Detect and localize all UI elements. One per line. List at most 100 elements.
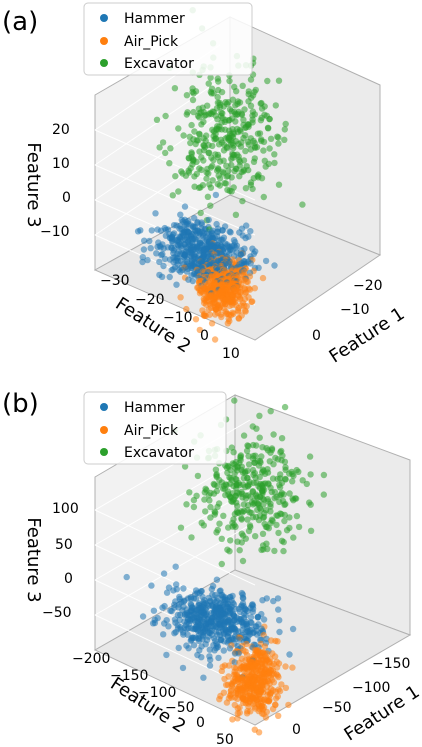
scatter-point bbox=[198, 121, 205, 128]
scatter-point bbox=[177, 211, 184, 218]
scatter-point bbox=[180, 132, 187, 139]
scatter-point bbox=[141, 237, 148, 244]
scatter-point bbox=[163, 651, 170, 659]
scatter-point bbox=[252, 533, 259, 540]
scatter-point bbox=[213, 529, 220, 536]
scatter-point bbox=[250, 158, 258, 165]
y-tick-label: 0 bbox=[196, 715, 205, 731]
scatter-point bbox=[271, 547, 278, 555]
scatter-point bbox=[247, 614, 255, 621]
scatter-point bbox=[232, 523, 239, 530]
scatter-point bbox=[190, 90, 197, 97]
scatter-point bbox=[182, 172, 190, 179]
scatter-point bbox=[218, 560, 225, 568]
scatter-point bbox=[226, 77, 233, 85]
scatter-point bbox=[272, 102, 279, 109]
legend: Hammer Air_Pick Excavator bbox=[83, 391, 227, 465]
scatter-point bbox=[151, 619, 159, 627]
scatter-point bbox=[255, 729, 263, 736]
scatter-point bbox=[177, 294, 184, 301]
scatter-point bbox=[156, 258, 163, 266]
scatter-point bbox=[206, 646, 213, 653]
scatter-point bbox=[189, 96, 197, 104]
scatter-point bbox=[280, 538, 287, 546]
scatter-point bbox=[225, 167, 232, 174]
scatter-point bbox=[197, 209, 204, 217]
scatter-point bbox=[303, 480, 310, 488]
scatter-point bbox=[244, 278, 251, 286]
scatter-point bbox=[205, 216, 212, 224]
scatter-point bbox=[275, 181, 283, 188]
scatter-point bbox=[275, 673, 282, 681]
scatter-point bbox=[211, 647, 218, 654]
x-tick-label: −20 bbox=[353, 278, 383, 294]
panel-label: (a) bbox=[2, 7, 38, 37]
scatter-point bbox=[276, 484, 284, 491]
scatter-point bbox=[205, 80, 212, 87]
scatter-point bbox=[256, 473, 263, 481]
scatter-point bbox=[259, 597, 266, 604]
scatter-point bbox=[247, 260, 254, 267]
scatter-point bbox=[271, 653, 279, 660]
legend-label: Hammer bbox=[124, 400, 185, 416]
legend-marker-air-pick bbox=[100, 426, 108, 434]
scatter-point bbox=[207, 202, 214, 209]
scatter-point bbox=[267, 508, 274, 515]
scatter-point bbox=[216, 520, 223, 527]
scatter-point bbox=[281, 517, 288, 525]
scatter-point bbox=[245, 703, 252, 710]
scatter-point bbox=[253, 631, 261, 638]
scatter-point bbox=[189, 277, 196, 285]
scatter-point bbox=[274, 595, 282, 602]
scatter-point bbox=[231, 167, 238, 175]
scatter-point bbox=[271, 151, 278, 158]
scatter-point bbox=[290, 534, 297, 541]
scatter-point bbox=[198, 166, 205, 174]
scatter-point bbox=[160, 262, 167, 270]
scatter-point bbox=[162, 112, 169, 120]
scatter-point bbox=[214, 93, 221, 101]
x-tick-label: −150 bbox=[372, 656, 410, 672]
scatter-point bbox=[269, 705, 277, 713]
scatter-point bbox=[251, 285, 258, 292]
x-tick-label: −100 bbox=[352, 680, 390, 696]
scatter-point bbox=[282, 684, 290, 692]
scatter-point bbox=[290, 497, 297, 504]
scatter-point bbox=[282, 663, 289, 670]
scatter-point bbox=[150, 607, 158, 614]
scatter-point bbox=[205, 492, 212, 499]
x-tick-label: 0 bbox=[292, 722, 301, 738]
scatter-point bbox=[254, 614, 262, 621]
scatter-point bbox=[234, 502, 241, 510]
scatter-point bbox=[213, 167, 221, 174]
scatter-point bbox=[295, 468, 302, 475]
scatter-point bbox=[255, 516, 263, 524]
scatter-point bbox=[271, 262, 278, 269]
scatter-point bbox=[231, 659, 238, 666]
scatter-point bbox=[259, 530, 267, 537]
scatter-point bbox=[286, 490, 293, 497]
scatter-point bbox=[168, 266, 175, 274]
scatter-point bbox=[196, 114, 203, 121]
scatter-point bbox=[274, 512, 281, 519]
scatter-point bbox=[283, 527, 291, 534]
scatter-point bbox=[231, 510, 239, 518]
scatter-point bbox=[181, 463, 189, 470]
z-tick-label: 100 bbox=[52, 501, 79, 517]
scatter-point bbox=[183, 221, 190, 228]
scatter-point bbox=[228, 161, 235, 169]
scatter-point bbox=[243, 447, 251, 454]
scatter-point bbox=[286, 514, 293, 521]
scatter-point bbox=[207, 184, 215, 191]
scatter-point bbox=[281, 136, 288, 143]
scatter-point bbox=[299, 201, 306, 208]
scatter-point bbox=[214, 482, 221, 490]
scatter-point bbox=[207, 503, 214, 511]
legend-marker-air-pick bbox=[100, 37, 108, 45]
scatter-point bbox=[225, 662, 233, 669]
scatter-point bbox=[262, 257, 270, 265]
scatter-point bbox=[255, 264, 262, 271]
panel-a: (a) 20 10 0 −10 Feature 3 −30 −20 −10 0 … bbox=[2, 2, 408, 367]
scatter-point bbox=[264, 545, 271, 553]
scatter-point bbox=[220, 512, 227, 519]
